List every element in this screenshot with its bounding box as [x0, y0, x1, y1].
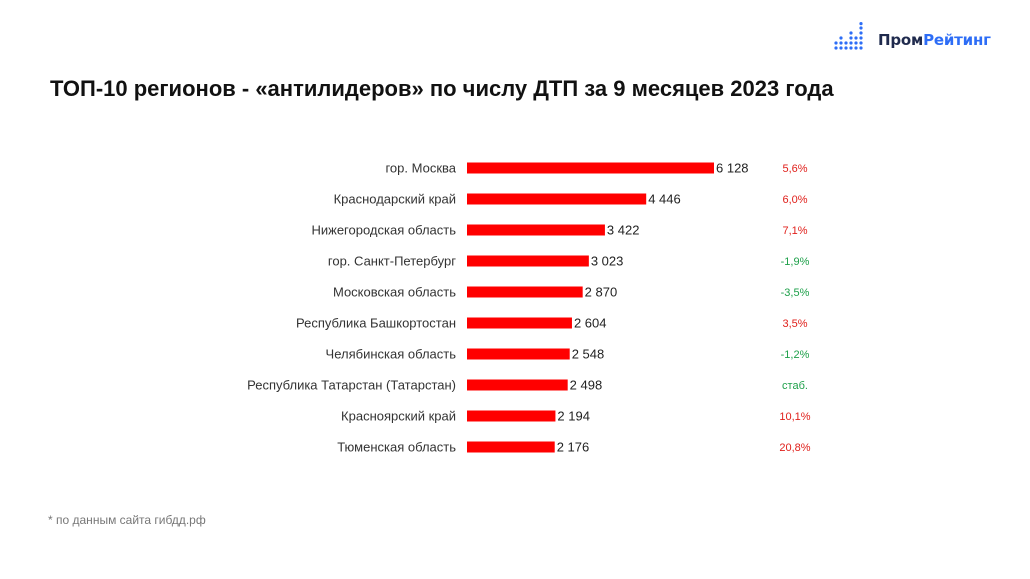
- chart-title: ТОП-10 регионов - «антилидеров» по числу…: [50, 76, 834, 101]
- bar: [467, 410, 556, 422]
- value-label: 4 446: [648, 192, 681, 207]
- value-label: 2 498: [570, 378, 603, 393]
- change-label: -1,9%: [781, 256, 810, 268]
- change-label: -3,5%: [781, 287, 810, 299]
- change-label: 6,0%: [782, 194, 807, 206]
- value-label: 2 870: [585, 285, 618, 300]
- brand-logo: ПромРейтинг: [834, 22, 994, 52]
- value-label: 6 128: [716, 161, 749, 176]
- value-label: 3 422: [607, 223, 640, 238]
- category-label: Московская область: [333, 285, 456, 300]
- bar: [467, 379, 568, 391]
- change-label: 7,1%: [782, 225, 807, 237]
- change-label: 3,5%: [782, 318, 807, 330]
- change-label: стаб.: [782, 380, 808, 392]
- bar: [467, 286, 583, 298]
- value-label: 2 548: [572, 347, 605, 362]
- value-label: 2 194: [557, 409, 590, 424]
- category-label: Республика Башкортостан: [296, 316, 456, 331]
- bar: [467, 224, 605, 236]
- value-label: 2 604: [574, 316, 607, 331]
- bar: [467, 162, 714, 174]
- bar: [467, 441, 555, 453]
- brand-name: ПромРейтинг: [878, 31, 991, 49]
- value-label: 2 176: [557, 440, 590, 455]
- value-label: 3 023: [591, 254, 624, 269]
- change-label: 5,6%: [782, 163, 807, 175]
- change-label: 20,8%: [779, 442, 810, 454]
- category-label: гор. Москва: [385, 161, 456, 176]
- source-footnote: * по данным сайта гибдд.рф: [48, 513, 206, 527]
- category-label: Республика Татарстан (Татарстан): [247, 378, 456, 393]
- change-label: -1,2%: [781, 349, 810, 361]
- change-label: 10,1%: [779, 411, 810, 423]
- category-label: Красноярский край: [341, 409, 456, 424]
- category-label: Краснодарский край: [334, 192, 456, 207]
- bar-dots-icon: [834, 22, 863, 50]
- category-label: Тюменская область: [337, 440, 456, 455]
- category-label: гор. Санкт-Петербург: [328, 254, 456, 269]
- bar: [467, 255, 589, 267]
- bar: [467, 348, 570, 360]
- category-label: Челябинская область: [326, 347, 457, 362]
- category-label: Нижегородская область: [311, 223, 456, 238]
- bar: [467, 317, 572, 329]
- bar: [467, 193, 647, 205]
